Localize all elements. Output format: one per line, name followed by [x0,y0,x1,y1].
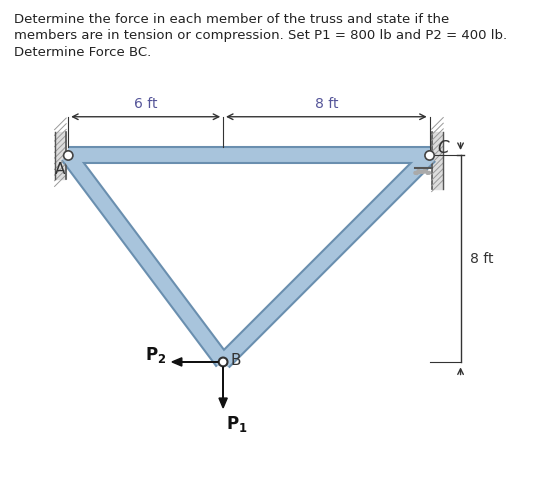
Bar [54,132,66,179]
Text: $\mathbf{P_2}$: $\mathbf{P_2}$ [145,345,166,365]
Text: C: C [437,139,448,157]
Circle shape [425,171,427,174]
Text: 8 ft: 8 ft [470,252,493,266]
FancyArrow shape [219,367,227,408]
Circle shape [417,170,420,173]
Text: 8 ft: 8 ft [315,97,338,111]
Circle shape [416,171,418,174]
Text: Determine the force in each member of the truss and state if the: Determine the force in each member of th… [14,13,449,26]
Circle shape [418,170,421,173]
Text: B: B [230,353,241,368]
Circle shape [426,170,429,173]
Circle shape [414,172,417,175]
Circle shape [219,358,228,366]
Circle shape [64,151,73,160]
Text: members are in tension or compression. Set P1 = 800 lb and P2 = 400 lb.: members are in tension or compression. S… [14,29,507,42]
Circle shape [422,170,425,173]
Text: $\mathbf{P_1}$: $\mathbf{P_1}$ [226,413,248,433]
FancyArrow shape [172,358,219,366]
Circle shape [425,151,434,160]
Text: A: A [56,162,65,177]
Bar [432,132,443,189]
Circle shape [428,170,431,173]
Text: Determine Force BC.: Determine Force BC. [14,46,151,59]
Circle shape [423,172,426,174]
Circle shape [420,170,423,173]
Text: 6 ft: 6 ft [134,97,158,111]
